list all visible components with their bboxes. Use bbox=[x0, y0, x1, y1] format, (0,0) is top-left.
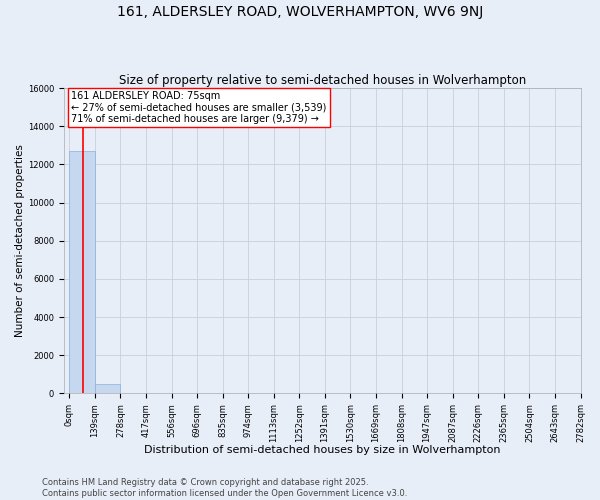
Bar bbox=[70, 151, 95, 394]
Text: 161 ALDERSLEY ROAD: 75sqm
← 27% of semi-detached houses are smaller (3,539)
71% : 161 ALDERSLEY ROAD: 75sqm ← 27% of semi-… bbox=[71, 91, 326, 124]
Bar bbox=[95, 384, 121, 394]
Text: 161, ALDERSLEY ROAD, WOLVERHAMPTON, WV6 9NJ: 161, ALDERSLEY ROAD, WOLVERHAMPTON, WV6 … bbox=[117, 5, 483, 19]
Text: Contains HM Land Registry data © Crown copyright and database right 2025.
Contai: Contains HM Land Registry data © Crown c… bbox=[42, 478, 407, 498]
Title: Size of property relative to semi-detached houses in Wolverhampton: Size of property relative to semi-detach… bbox=[119, 74, 526, 87]
Y-axis label: Number of semi-detached properties: Number of semi-detached properties bbox=[15, 144, 25, 337]
X-axis label: Distribution of semi-detached houses by size in Wolverhampton: Distribution of semi-detached houses by … bbox=[144, 445, 500, 455]
Bar bbox=[121, 392, 146, 394]
